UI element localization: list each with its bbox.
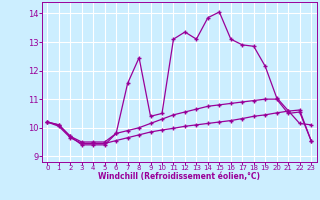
X-axis label: Windchill (Refroidissement éolien,°C): Windchill (Refroidissement éolien,°C) (98, 172, 260, 181)
